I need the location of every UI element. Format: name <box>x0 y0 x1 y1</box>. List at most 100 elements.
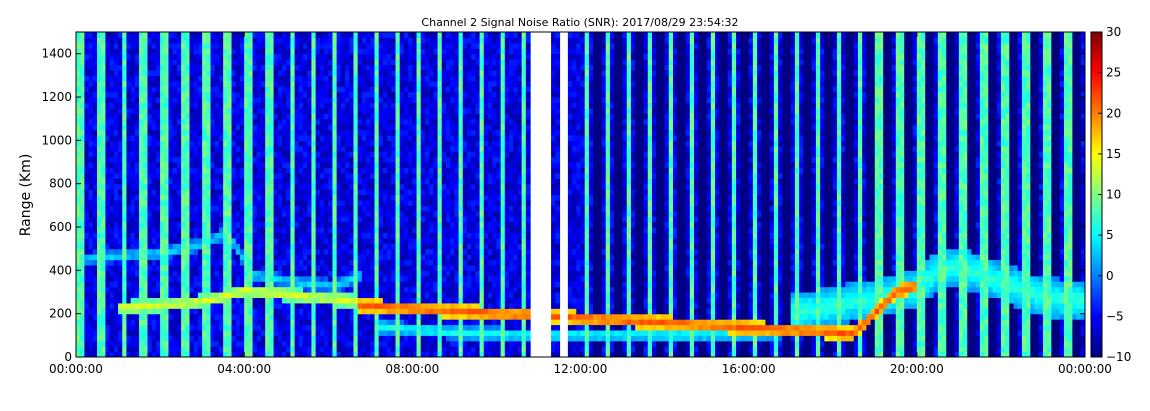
heat-cell <box>412 107 418 114</box>
heat-cell <box>97 91 102 98</box>
heat-cell <box>265 145 270 152</box>
heat-cell <box>361 37 367 44</box>
heat-cell <box>214 113 220 120</box>
heat-cell <box>139 210 144 217</box>
heat-cell <box>269 124 275 131</box>
heat-cell <box>189 113 195 120</box>
heat-cell <box>223 91 228 98</box>
heat-cell <box>382 308 388 315</box>
heat-cell <box>176 254 182 261</box>
heat-cell <box>361 80 367 87</box>
heat-cell <box>403 178 409 185</box>
heat-cell <box>202 156 207 163</box>
heat-cell <box>185 254 191 261</box>
heat-cell <box>248 270 254 277</box>
heat-cell <box>256 313 262 320</box>
heat-cell <box>353 281 359 288</box>
heat-cell <box>399 64 405 71</box>
heat-cell <box>143 227 149 234</box>
heat-cell <box>172 69 178 76</box>
heat-cell <box>319 107 325 114</box>
heat-cell <box>269 346 275 353</box>
heat-cell <box>282 140 287 147</box>
heat-cell <box>92 134 98 141</box>
heat-cell <box>273 124 279 131</box>
heat-cell <box>122 264 128 271</box>
heat-cell <box>273 205 279 212</box>
heat-cell <box>134 210 140 217</box>
heat-cell <box>294 205 300 212</box>
heat-cell <box>378 42 384 49</box>
heat-cell <box>189 172 195 179</box>
heat-cell <box>391 227 397 234</box>
heat-cell <box>290 102 296 109</box>
heat-cell <box>395 319 401 326</box>
heat-cell <box>311 259 317 266</box>
heat-cell <box>88 340 94 347</box>
heat-cell <box>84 232 90 239</box>
heat-cell <box>370 297 376 304</box>
heat-cell <box>319 221 325 228</box>
heat-cell <box>420 281 426 288</box>
heat-cell <box>382 302 388 309</box>
heat-cell <box>311 102 317 109</box>
heat-cell <box>134 275 140 282</box>
heat-cell <box>80 286 85 293</box>
heat-cell <box>109 37 115 44</box>
heat-cell <box>151 167 157 174</box>
heat-cell <box>416 227 422 234</box>
heat-cell <box>134 124 140 131</box>
heat-cell <box>315 297 321 304</box>
heat-cell <box>311 237 317 244</box>
heat-cell <box>412 324 418 331</box>
heat-cell <box>252 308 258 315</box>
heat-cell <box>370 227 376 234</box>
heat-cell <box>118 75 123 82</box>
heat-cell <box>416 270 422 277</box>
heat-cell <box>126 107 132 114</box>
heat-cell <box>324 37 329 44</box>
heat-cell <box>311 53 317 60</box>
heat-cell <box>353 194 359 201</box>
heat-cell <box>109 172 115 179</box>
heat-cell <box>164 75 170 82</box>
heat-cell <box>193 91 199 98</box>
heat-cell <box>248 286 254 293</box>
heat-cell <box>282 124 287 131</box>
heat-cell <box>122 91 128 98</box>
heat-cell <box>265 69 270 76</box>
heat-cell <box>214 227 220 234</box>
heat-cell <box>80 80 85 87</box>
heat-cell <box>395 97 401 104</box>
heat-cell <box>273 194 279 201</box>
heat-cell <box>277 259 283 266</box>
heat-cell <box>231 156 237 163</box>
heat-cell <box>164 270 170 277</box>
heat-cell <box>315 259 321 266</box>
heat-cell <box>189 69 195 76</box>
heat-cell <box>181 189 186 196</box>
heat-cell <box>151 80 157 87</box>
heat-cell <box>416 69 422 76</box>
heat-cell <box>382 59 388 66</box>
heat-cell <box>164 292 170 299</box>
heat-cell <box>412 86 418 93</box>
heat-cell <box>345 329 350 336</box>
heat-cell <box>193 237 199 244</box>
heat-cell <box>193 86 199 93</box>
heat-cell <box>387 205 392 212</box>
heat-cell <box>197 346 203 353</box>
heat-cell <box>336 286 342 293</box>
heat-cell <box>164 308 170 315</box>
heat-cell <box>416 199 422 206</box>
heat-cell <box>282 118 287 125</box>
heat-cell <box>303 243 308 250</box>
heat-cell <box>353 243 359 250</box>
heat-cell <box>118 259 123 266</box>
heat-cell <box>130 162 136 169</box>
heat-cell <box>332 172 338 179</box>
heat-cell <box>134 172 140 179</box>
heat-cell <box>168 275 174 282</box>
heat-cell <box>84 64 90 71</box>
heat-cell <box>84 48 90 55</box>
